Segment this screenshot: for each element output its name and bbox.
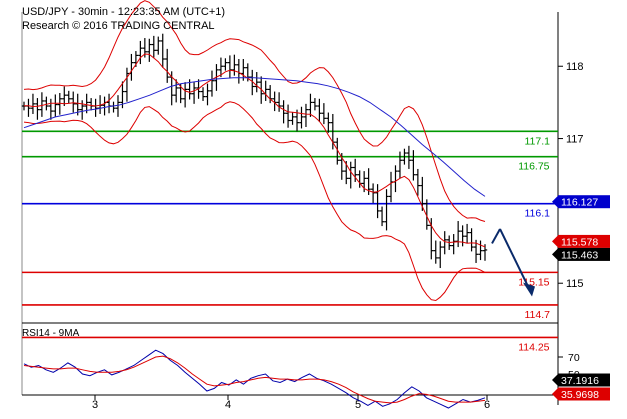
rsi-tag-pointer-icon	[552, 374, 558, 386]
level-label: 116.75	[518, 161, 549, 173]
rsi-value-tag-label: 37.1916	[561, 375, 599, 387]
level-label: 117.1	[525, 135, 551, 147]
level-label: 116.1	[525, 208, 551, 220]
rsi-value-tag-label: 35.9698	[561, 389, 599, 401]
price-tag	[558, 195, 610, 209]
rsi-title: RSI14 - 9MA	[22, 328, 80, 339]
x-tick-label: 3	[92, 399, 98, 411]
level-label-bg	[515, 159, 557, 172]
price-tag	[558, 234, 610, 248]
level-label: 114.25	[518, 341, 549, 353]
bollinger-lower	[23, 101, 486, 302]
forecast-arrow-head	[523, 282, 535, 297]
rsi-tag-pointer-icon	[552, 388, 558, 400]
y-tick-label: 115	[566, 278, 584, 290]
forecast-arrow-shaft	[499, 228, 531, 291]
rsi-value-tag	[558, 387, 610, 401]
x-tick-label: 6	[484, 399, 490, 411]
x-tick-label: 5	[355, 399, 361, 411]
level-label-bg	[521, 206, 557, 219]
y-tick-label: 118	[566, 61, 584, 73]
price-tag-label: 116.127	[561, 197, 598, 209]
price-tag-pointer-icon	[552, 248, 558, 261]
chart-copyright: Research © 2016 TRADING CENTRAL	[22, 20, 215, 32]
rsi-tick-label: 70	[568, 352, 580, 364]
level-label-bg	[521, 134, 557, 147]
bollinger-upper	[23, 0, 486, 222]
level-label-bg	[515, 340, 557, 353]
price-tag-pointer-icon	[552, 195, 558, 208]
x-tick-label: 4	[225, 399, 231, 411]
forecast-arrow-lead	[491, 228, 501, 244]
rsi-value-tag	[558, 373, 610, 387]
y-tick-label: 117	[566, 134, 584, 146]
level-label-bg	[521, 307, 557, 320]
level-label: 114.7	[525, 309, 551, 321]
moving-average-line	[23, 77, 486, 197]
bollinger-middle	[23, 53, 486, 248]
chart-title: USD/JPY - 30min - 12:23:35 AM (UTC+1)	[22, 6, 226, 18]
price-tag-pointer-icon	[552, 235, 558, 248]
price-tag-label: 115.463	[561, 249, 598, 261]
rsi-line	[23, 349, 486, 409]
rsi-ma-line	[23, 355, 486, 404]
price-tag-label: 115.578	[561, 236, 598, 248]
price-tag	[558, 247, 610, 261]
